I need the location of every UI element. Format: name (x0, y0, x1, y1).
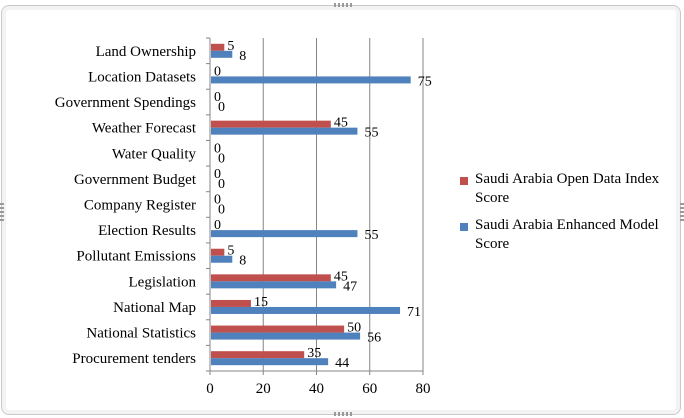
bar-series-1-9 (211, 274, 331, 282)
legend-swatch-series-2 (460, 223, 468, 231)
legend-swatch-series-1 (460, 177, 468, 185)
category-label-2: Government Spendings (55, 95, 196, 111)
bar-series-1-8 (211, 248, 225, 256)
bar-series-2-12 (211, 358, 329, 366)
data-label-series-1-2: 0 (214, 90, 221, 105)
category-label-4: Water Quality (112, 146, 197, 162)
data-label-series-2-7: 55 (364, 228, 378, 243)
data-label-series-2-4: 0 (218, 151, 225, 166)
category-label-5: Government Budget (74, 172, 197, 188)
category-label-1: Location Datasets (88, 69, 196, 85)
bar-series-1-11 (211, 325, 345, 333)
category-label-8: Pollutant Emissions (76, 249, 196, 265)
bar-series-2-11 (211, 332, 361, 340)
data-label-series-1-10: 15 (254, 295, 268, 310)
category-label-11: National Statistics (86, 326, 196, 342)
data-label-series-1-4: 0 (214, 141, 221, 156)
legend: Saudi Arabia Open Data Index Score Saudi… (460, 170, 675, 262)
bar-series-2-9 (211, 281, 337, 289)
data-label-series-1-1: 0 (214, 64, 221, 79)
data-label-series-1-3: 45 (334, 116, 348, 131)
category-label-7: Election Results (98, 223, 196, 239)
bar-series-1-3 (211, 120, 331, 128)
bar-series-2-8 (211, 255, 233, 263)
data-label-series-2-11: 56 (367, 331, 381, 346)
data-label-series-2-0: 8 (239, 49, 246, 64)
bar-series-1-0 (211, 43, 225, 51)
x-tick-label-0: 0 (206, 381, 214, 397)
data-label-series-2-8: 8 (239, 254, 246, 269)
data-label-series-2-6: 0 (218, 203, 225, 218)
data-label-series-2-2: 0 (218, 100, 225, 115)
data-label-series-1-12: 35 (307, 346, 321, 361)
category-label-12: Procurement tenders (72, 351, 196, 367)
bar-series-2-10 (211, 306, 401, 314)
resize-handle-right[interactable] (680, 203, 684, 221)
x-tick-label-3: 60 (362, 381, 377, 397)
data-label-series-1-11: 50 (347, 321, 361, 336)
bar-series-1-10 (211, 299, 251, 307)
data-label-series-1-0: 5 (227, 39, 234, 54)
x-tick-label-2: 40 (309, 381, 324, 397)
data-label-series-2-12: 44 (335, 356, 349, 371)
category-label-6: Company Register (84, 198, 196, 214)
category-label-9: Legislation (129, 274, 197, 290)
data-label-series-2-10: 71 (407, 305, 421, 320)
bar-series-1-12 (211, 351, 305, 359)
legend-item-series-2: Saudi Arabia Enhanced Model Score (460, 216, 675, 254)
data-label-series-2-1: 75 (418, 74, 432, 89)
data-label-series-1-8: 5 (227, 244, 234, 259)
resize-handle-left[interactable] (0, 203, 4, 221)
data-label-series-2-5: 0 (218, 177, 225, 192)
data-label-series-1-7: 0 (214, 218, 221, 233)
data-label-series-2-9: 47 (343, 279, 357, 294)
bar-series-2-3 (211, 127, 358, 135)
data-label-series-2-3: 55 (364, 126, 378, 141)
resize-handle-top[interactable] (334, 3, 352, 7)
category-label-0: Land Ownership (96, 44, 196, 60)
bar-series-2-0 (211, 50, 233, 58)
category-label-10: National Map (113, 300, 196, 316)
resize-handle-bottom[interactable] (334, 412, 352, 416)
chart-frame (1, 5, 681, 415)
legend-label-series-2: Saudi Arabia Enhanced Model Score (475, 217, 659, 252)
bar-series-2-7 (211, 230, 358, 238)
data-label-series-1-9: 45 (334, 269, 348, 284)
data-label-series-1-5: 0 (214, 167, 221, 182)
legend-label-series-1: Saudi Arabia Open Data Index Score (475, 171, 660, 206)
legend-item-series-1: Saudi Arabia Open Data Index Score (460, 170, 675, 208)
category-label-3: Weather Forecast (92, 121, 197, 137)
bar-series-2-1 (211, 76, 411, 84)
x-tick-label-1: 20 (256, 381, 271, 397)
x-tick-label-4: 80 (416, 381, 431, 397)
data-label-series-1-6: 0 (214, 193, 221, 208)
